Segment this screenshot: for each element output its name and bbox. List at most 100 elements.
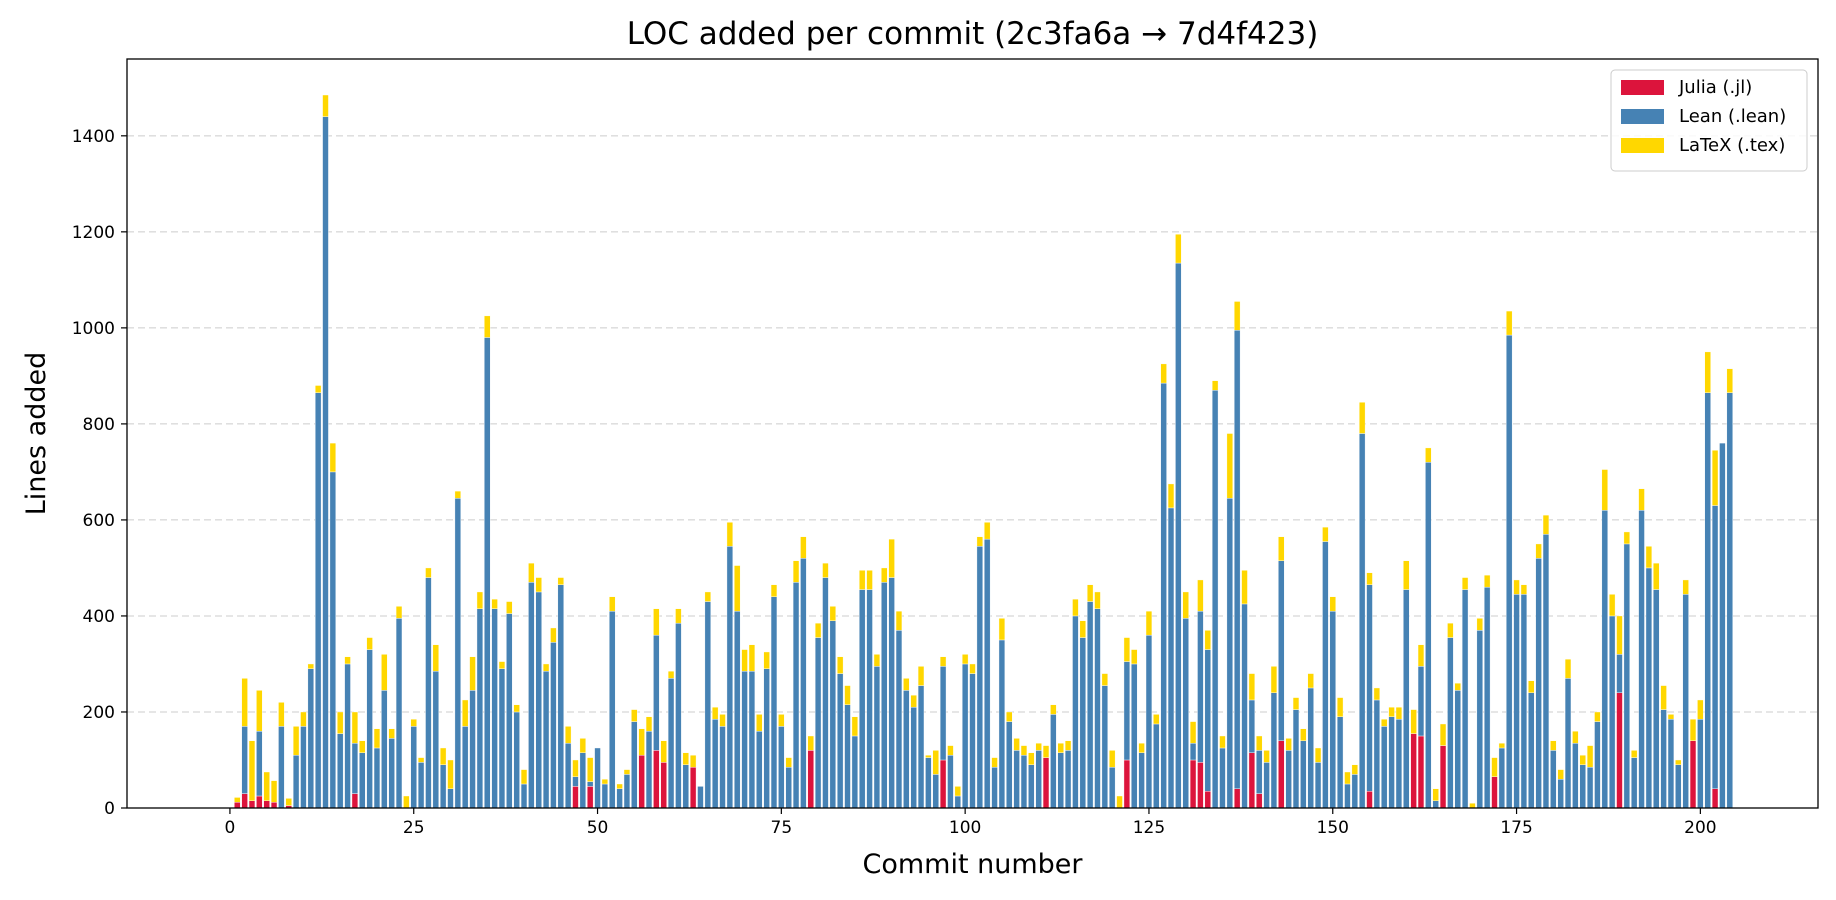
- bar-segment-julia: [1278, 740, 1285, 809]
- bar-segment-latex: [829, 606, 836, 621]
- bar-segment-lean: [719, 726, 726, 809]
- bar-segment-latex: [1072, 598, 1079, 617]
- bar-segment-lean: [1484, 586, 1491, 809]
- bar-segment-lean: [976, 546, 983, 809]
- bar-segment-latex: [1336, 697, 1344, 717]
- bar-segment-lean: [1608, 615, 1616, 809]
- bar-segment-julia: [1042, 757, 1050, 809]
- bar-segment-latex: [359, 740, 366, 753]
- bar-segment-latex: [1006, 711, 1013, 722]
- bar-segment-lean: [440, 764, 447, 809]
- bar-segment-latex: [1351, 764, 1358, 775]
- bar-segment-julia: [256, 795, 263, 809]
- bar-segment-latex: [689, 754, 697, 768]
- bar-segment-lean: [1417, 666, 1425, 737]
- bar-segment-latex: [1608, 594, 1616, 617]
- bar-segment-lean: [1285, 750, 1292, 809]
- bar-segment-latex: [645, 716, 653, 732]
- bar-segment-latex: [1329, 596, 1336, 612]
- bar-segment-lean: [520, 783, 528, 809]
- bar-segment-latex: [1167, 483, 1175, 509]
- bar-segment-lean: [307, 668, 314, 809]
- bar-segment-latex: [1064, 740, 1072, 751]
- bar-segment-lean: [910, 706, 917, 809]
- bar-segment-lean: [998, 639, 1006, 809]
- bar-segment-latex: [1344, 771, 1351, 785]
- bar-segment-lean: [844, 704, 851, 809]
- bar-segment-lean: [329, 471, 337, 809]
- bar-segment-latex: [1211, 380, 1219, 391]
- bar-segment-latex: [763, 651, 770, 669]
- bar-segment-lean: [1256, 750, 1263, 794]
- bar-segment-latex: [520, 769, 528, 785]
- bar-segment-julia: [638, 754, 645, 809]
- bar-segment-lean: [697, 786, 704, 809]
- bar-segment-lean: [1167, 507, 1175, 809]
- bar-segment-latex: [329, 442, 337, 473]
- bar-segment-latex: [1153, 714, 1160, 725]
- bar-segment-latex: [1528, 680, 1535, 693]
- bar-segment-latex: [1204, 630, 1211, 650]
- y-tick-label: 800: [83, 415, 115, 435]
- bar-segment-latex: [726, 522, 734, 547]
- bar-segment-latex: [278, 702, 285, 727]
- bar-segment-latex: [756, 714, 763, 732]
- legend-swatch: [1621, 109, 1664, 124]
- bar-segment-latex: [704, 591, 711, 602]
- bar-segment-lean: [1263, 762, 1270, 809]
- bar-segment-latex: [947, 745, 954, 756]
- bar-segment-lean: [734, 610, 741, 809]
- bar-segment-lean: [1153, 723, 1160, 809]
- bar-segment-lean: [1094, 608, 1101, 809]
- bar-segment-latex: [1270, 666, 1278, 693]
- bar-segment-latex: [1322, 526, 1329, 542]
- bar-segment-lean: [947, 754, 954, 809]
- bar-segment-lean: [770, 596, 778, 809]
- bar-segment-lean: [550, 642, 557, 809]
- bar-segment-latex: [1020, 745, 1028, 756]
- bar-segment-lean: [300, 726, 307, 809]
- bar-segment-latex: [1506, 310, 1513, 336]
- bar-segment-latex: [322, 94, 329, 117]
- bar-segment-latex: [241, 678, 248, 727]
- bar-segment-latex: [903, 678, 910, 691]
- bar-segment-lean: [859, 589, 866, 809]
- plot-frame: [126, 58, 1819, 809]
- bar-segment-lean: [373, 747, 381, 809]
- y-tick-label: 400: [83, 607, 115, 627]
- bar-segment-lean: [1395, 718, 1403, 809]
- bar-segment-lean: [359, 752, 366, 809]
- bar-segment-lean: [315, 392, 322, 809]
- bar-segment-latex: [1300, 728, 1307, 741]
- bar-segment-lean: [682, 764, 689, 809]
- bar-segment-latex: [1454, 682, 1461, 691]
- bar-segment-lean: [337, 733, 344, 809]
- bar-segment-latex: [1564, 658, 1572, 679]
- bar-segment-latex: [447, 759, 454, 789]
- bar-segment-latex: [1278, 536, 1285, 561]
- bar-segment-latex: [1631, 750, 1638, 758]
- bar-segment-lean: [292, 754, 300, 809]
- bar-segment-julia: [1256, 793, 1263, 809]
- bar-segment-lean: [1586, 766, 1594, 809]
- bar-segment-latex: [337, 711, 344, 734]
- bar-segment-lean: [748, 670, 756, 809]
- bar-segment-lean: [1381, 726, 1388, 809]
- bar-segment-latex: [712, 706, 719, 720]
- bar-segment-julia: [807, 750, 814, 809]
- bar-segment-lean: [1226, 498, 1233, 809]
- bar-segment-latex: [1109, 750, 1116, 768]
- bar-segment-latex: [1594, 711, 1601, 722]
- bar-segment-latex: [814, 622, 822, 638]
- bar-segment-latex: [498, 661, 506, 669]
- x-tick-label: 50: [587, 818, 609, 838]
- bar-segment-latex: [542, 663, 550, 672]
- bar-segment-latex: [1417, 644, 1425, 667]
- bar-segment-latex: [1359, 402, 1366, 434]
- bar-segment-lean: [1461, 589, 1469, 809]
- bar-segment-lean: [1616, 654, 1623, 693]
- bar-segment-latex: [1050, 704, 1057, 715]
- bar-segment-latex: [1197, 579, 1204, 612]
- bar-segment-lean: [741, 670, 748, 809]
